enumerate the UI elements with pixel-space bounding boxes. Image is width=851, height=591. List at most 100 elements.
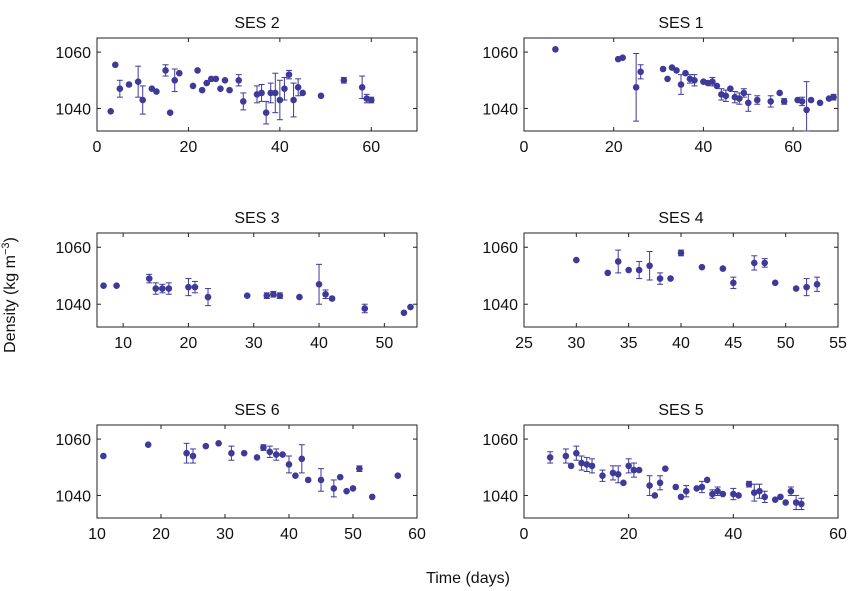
data-point [134, 78, 142, 85]
data-point [281, 85, 288, 93]
data-point [159, 285, 166, 292]
x-tick-label: 40 [310, 335, 328, 352]
data-point [296, 293, 303, 301]
data-point [152, 285, 160, 292]
x-tick-label: 20 [620, 526, 638, 543]
data-point [635, 466, 643, 474]
y-tick-label: 1060 [482, 432, 518, 449]
data-point [165, 285, 173, 292]
panel-ses-6: SES 6 10 20 30 40 50 60 1040 1060 [55, 402, 426, 543]
data-point [713, 82, 721, 90]
data-point [780, 98, 788, 105]
data-point [394, 472, 402, 480]
data-point [735, 492, 742, 499]
data-point [328, 295, 336, 302]
data-point [189, 82, 197, 90]
data-point [175, 69, 183, 77]
data-point [567, 462, 575, 470]
data-point [189, 452, 197, 460]
data-point [730, 279, 737, 287]
data-point [682, 487, 690, 495]
panel-ses-5: SES 5 0 20 40 60 1040 1060 [482, 402, 847, 543]
data-point [285, 71, 293, 78]
data-point [767, 98, 775, 105]
y-tick-label: 1040 [55, 488, 91, 505]
x-tick-label: 40 [695, 139, 713, 156]
data-point [400, 309, 408, 317]
data-point [194, 67, 201, 74]
chart-title: SES 3 [234, 210, 279, 227]
x-tick-label: 10 [88, 526, 106, 543]
x-tick-label: 50 [375, 335, 393, 352]
x-tick-label: 60 [362, 139, 380, 156]
chart-title: SES 5 [658, 402, 703, 419]
data-point [144, 441, 152, 449]
data-point [185, 283, 192, 291]
data-point [183, 449, 190, 457]
data-point [367, 96, 375, 104]
data-point [340, 76, 348, 84]
data-point [693, 485, 700, 492]
data-point [604, 269, 612, 277]
chart-title: SES 4 [658, 210, 703, 227]
data-point [285, 461, 293, 468]
data-point [258, 89, 265, 97]
plot-frame [96, 37, 418, 132]
data-point [782, 499, 789, 506]
plot-frame [523, 424, 839, 519]
data-point [830, 93, 837, 101]
x-tick-label: 0 [93, 139, 102, 156]
chart-title: SES 2 [234, 15, 279, 32]
data-point [745, 480, 753, 488]
data-point [145, 275, 153, 282]
data-point [659, 65, 667, 73]
y-tick-label: 1060 [55, 432, 91, 449]
data-point [276, 96, 284, 104]
x-tick-label: 60 [784, 139, 802, 156]
data-point [672, 483, 680, 491]
data-point [267, 89, 275, 97]
y-axis-label-end: ) [2, 237, 19, 242]
data-point [100, 282, 107, 289]
data-point [330, 485, 338, 492]
data-point [761, 259, 769, 267]
x-tick-label: 20 [180, 335, 198, 352]
data-point [546, 454, 554, 461]
data-point [667, 275, 674, 282]
data-point [776, 89, 783, 97]
data-point [266, 448, 274, 456]
data-point [777, 493, 784, 501]
x-tick-label: 55 [829, 335, 847, 352]
data-point [816, 99, 824, 107]
data-point [637, 68, 644, 76]
data-point [609, 469, 617, 477]
data-point [253, 454, 261, 461]
x-tick-label: 50 [344, 526, 362, 543]
data-point [226, 86, 233, 94]
data-point [756, 487, 763, 495]
data-point [361, 305, 369, 312]
data-point [646, 482, 653, 489]
data-point [803, 106, 810, 114]
data-point [619, 54, 626, 62]
data-point [322, 290, 329, 298]
data-point [750, 489, 758, 496]
data-point [736, 95, 743, 102]
data-point [771, 496, 779, 503]
x-tick-label: 0 [520, 139, 529, 156]
data-point [625, 462, 632, 470]
data-point [673, 67, 680, 74]
data-point [116, 85, 124, 93]
data-point [792, 499, 800, 506]
data-point [719, 265, 727, 272]
data-point [664, 75, 671, 83]
data-point [709, 78, 716, 85]
data-point [298, 455, 306, 463]
data-point [107, 107, 115, 115]
data-point [656, 275, 664, 282]
data-point [315, 280, 323, 288]
data-point [614, 471, 622, 478]
data-point [632, 84, 640, 91]
data-point [625, 266, 632, 274]
